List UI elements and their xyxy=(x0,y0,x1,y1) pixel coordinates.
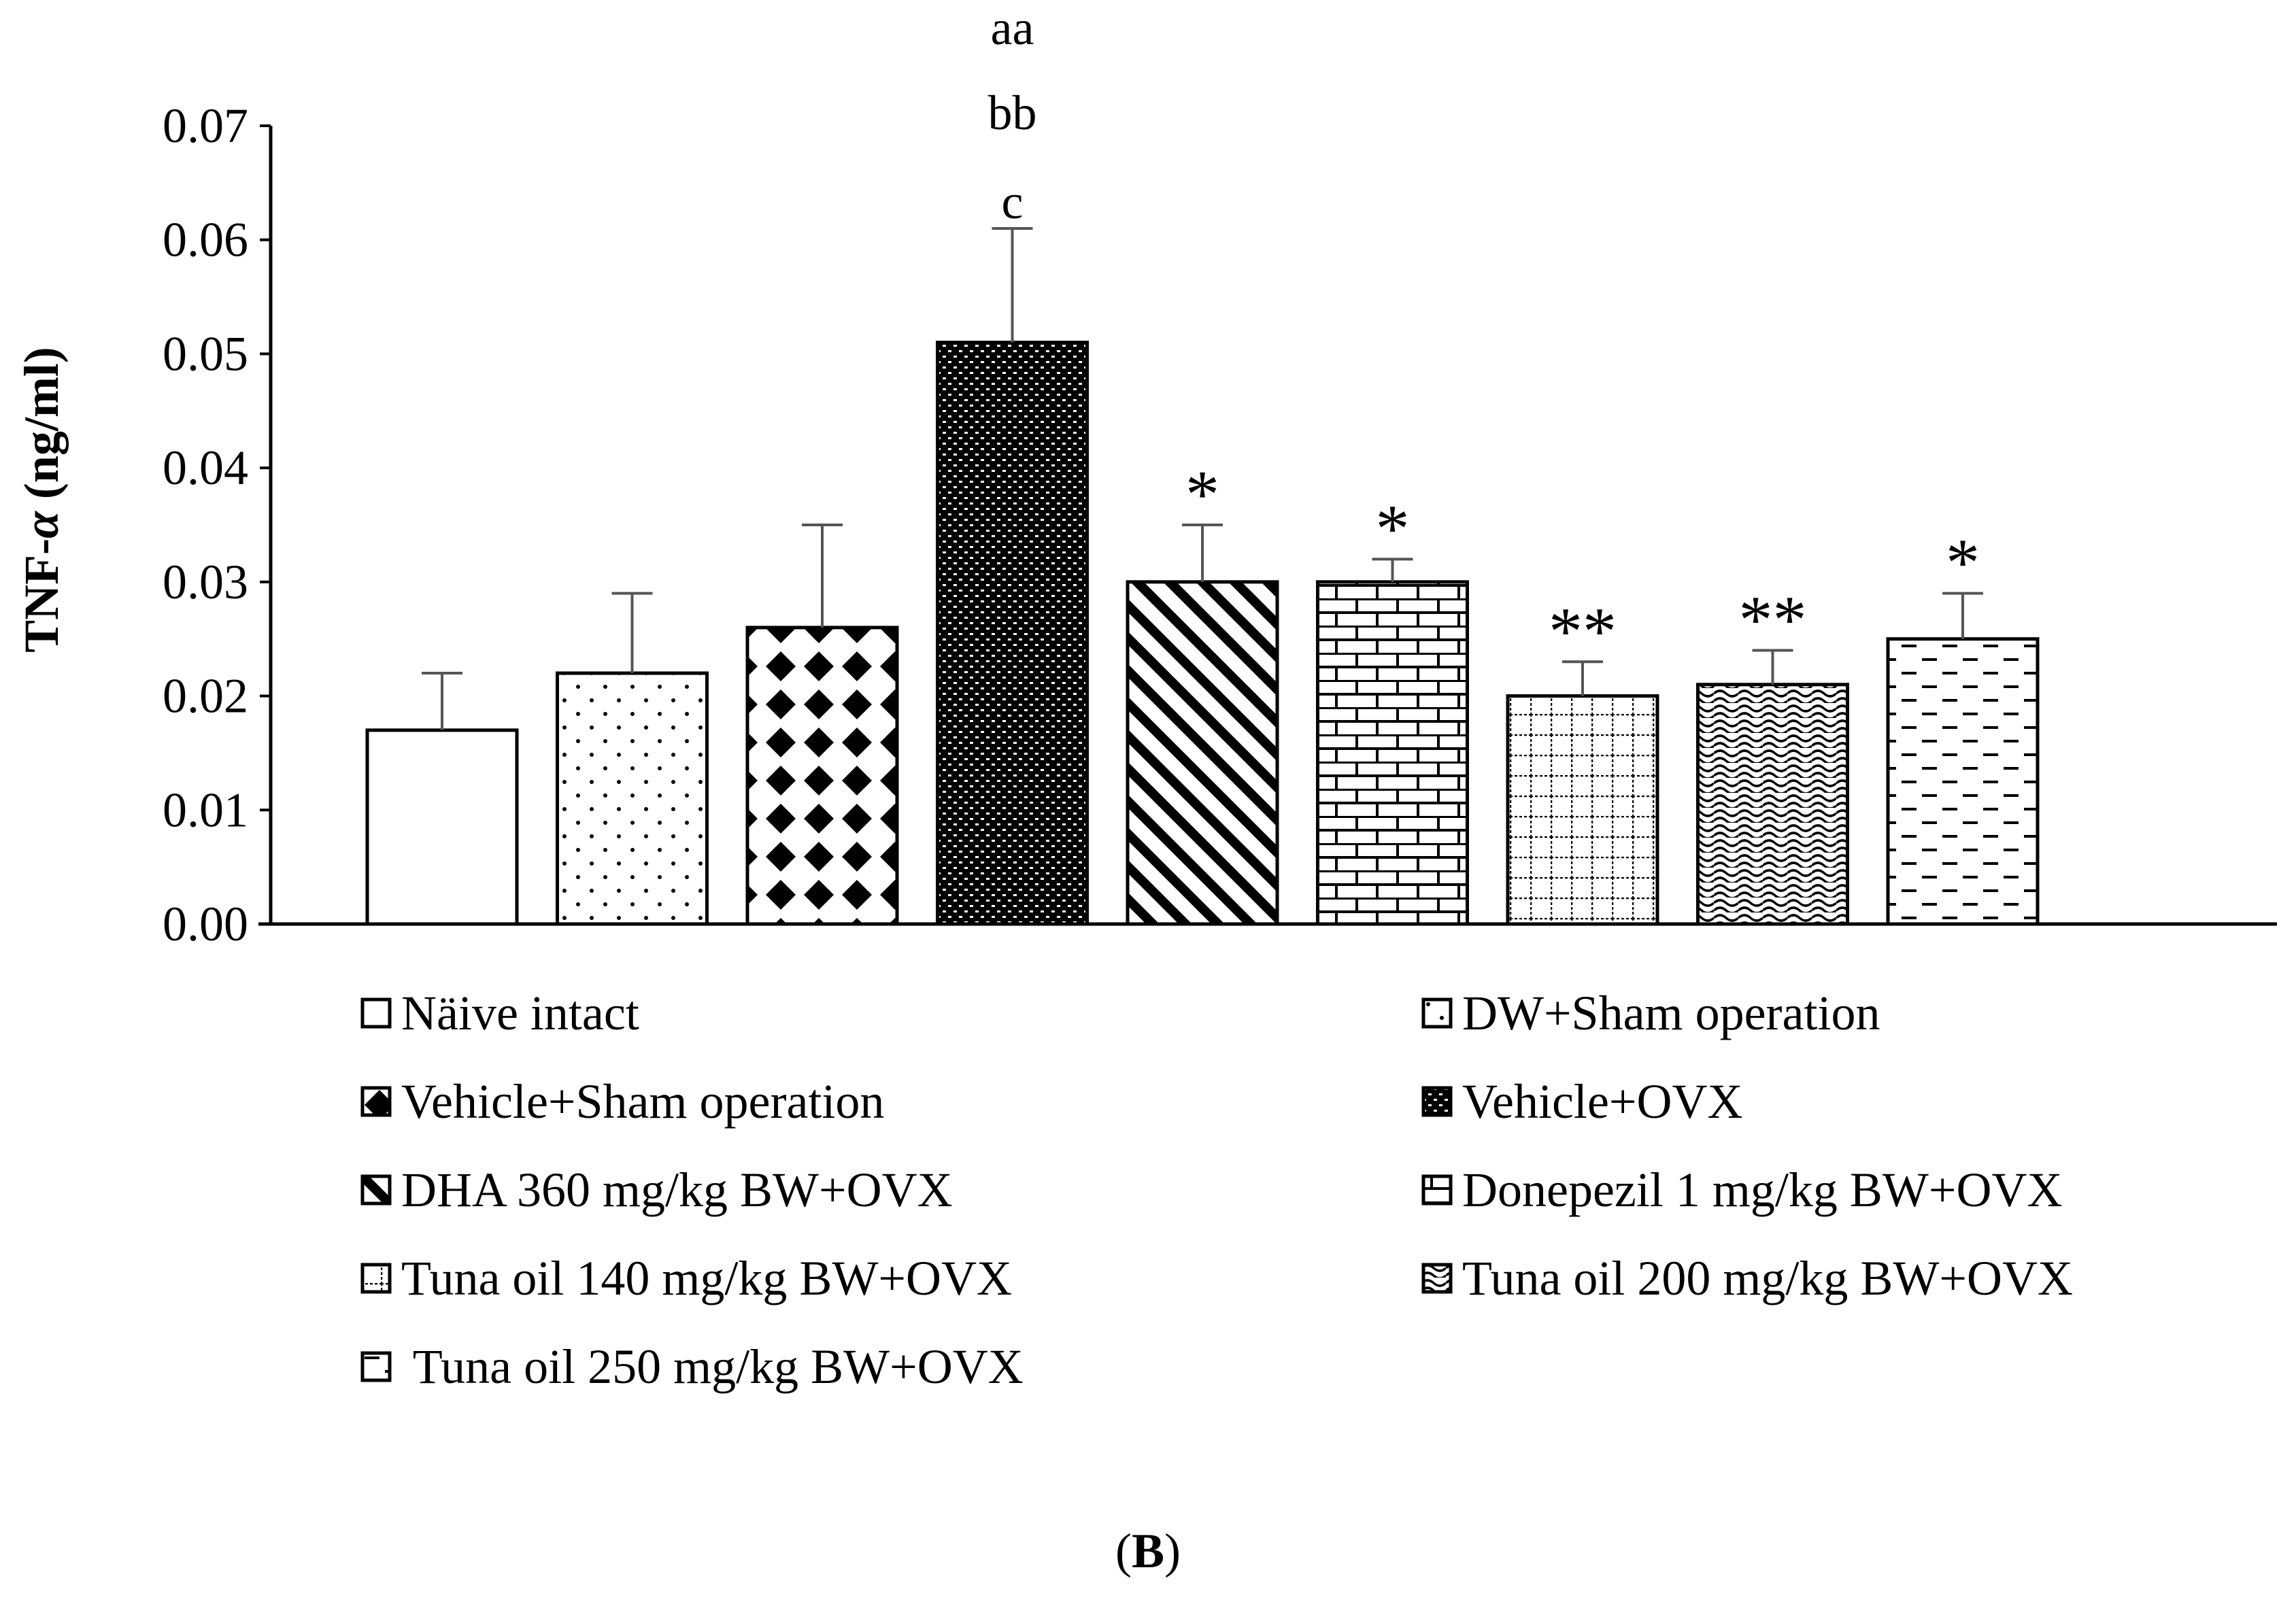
top-annotation: bb xyxy=(988,86,1037,140)
legend-item: Tuna oil 250 mg/kg BW+OVX xyxy=(360,1336,1024,1397)
bar xyxy=(1506,694,1659,926)
legend-swatch xyxy=(1421,1086,1453,1117)
bar-annotation: c xyxy=(1002,175,1024,229)
legend-item: Tuna oil 140 mg/kg BW+OVX xyxy=(360,1248,1012,1309)
y-tick-label: 0.00 xyxy=(163,897,248,951)
legend-item: DHA 360 mg/kg BW+OVX xyxy=(360,1159,953,1220)
bar xyxy=(1126,580,1279,926)
y-tick-label: 0.07 xyxy=(163,99,248,153)
y-tick-label: 0.04 xyxy=(163,441,248,495)
y-tick-label: 0.01 xyxy=(163,783,248,837)
bar-annotation: ** xyxy=(1549,593,1617,668)
legend-label: Näive intact xyxy=(401,985,639,1040)
bar xyxy=(1696,683,1849,926)
legend: Näive intact DW+Sham operation Vehicle+Sha… xyxy=(360,983,2265,1424)
legend-item: Tuna oil 200 mg/kg BW+OVX xyxy=(1421,1248,2073,1309)
y-axis-ticks: 0.00 0.01 0.02 0.03 0.04 0.05 0.06 0.07 xyxy=(163,99,271,951)
bar xyxy=(556,671,709,926)
y-tick-label: 0.05 xyxy=(163,326,248,381)
bar-annotation: * xyxy=(1376,490,1410,566)
legend-label: Tuna oil 140 mg/kg BW+OVX xyxy=(401,1250,1012,1305)
legend-item: Näive intact xyxy=(360,983,639,1044)
legend-swatch xyxy=(360,1351,392,1382)
bar-annotation: ** xyxy=(1739,581,1807,657)
legend-label: Donepezil 1 mg/kg BW+OVX xyxy=(1462,1162,2063,1217)
panel-label-letter: B xyxy=(1131,1524,1165,1578)
bar xyxy=(365,728,519,926)
legend-swatch xyxy=(360,1086,392,1117)
bar xyxy=(745,626,899,926)
legend-swatch xyxy=(1421,1263,1453,1294)
y-axis-label-unit: (ng/ml) xyxy=(14,347,69,511)
legend-label: Vehicle+OVX xyxy=(1462,1074,1743,1129)
legend-label: Tuna oil 250 mg/kg BW+OVX xyxy=(401,1339,1024,1394)
top-annotation: aa xyxy=(991,1,1034,55)
y-tick-label: 0.06 xyxy=(163,213,248,267)
bar-annotation: * xyxy=(1946,525,1980,600)
y-axis-label-greek: α xyxy=(14,511,69,539)
legend-swatch xyxy=(360,1174,392,1206)
legend-label: Vehicle+Sham operation xyxy=(401,1074,885,1129)
bar xyxy=(1886,637,2040,926)
legend-item: Vehicle+Sham operation xyxy=(360,1071,884,1132)
y-axis-label-main: TNF- xyxy=(14,539,69,653)
legend-swatch xyxy=(1421,1174,1453,1206)
legend-item: DW+Sham operation xyxy=(1421,983,1880,1044)
error-bars xyxy=(422,226,1983,730)
panel-label: (B) xyxy=(1115,1524,1181,1578)
legend-swatch xyxy=(360,1263,392,1294)
legend-label: DW+Sham operation xyxy=(1462,985,1880,1040)
y-tick-label: 0.02 xyxy=(163,669,248,723)
legend-item: Donepezil 1 mg/kg BW+OVX xyxy=(1421,1159,2062,1220)
legend-label: DHA 360 mg/kg BW+OVX xyxy=(401,1162,953,1217)
bars xyxy=(365,341,2040,926)
legend-item: Vehicle+OVX xyxy=(1421,1071,1743,1132)
legend-swatch xyxy=(1421,997,1453,1029)
bar xyxy=(936,341,1089,926)
y-tick-label: 0.03 xyxy=(163,555,248,609)
bar xyxy=(1316,580,1469,926)
legend-swatch xyxy=(360,997,392,1029)
bar-annotation: * xyxy=(1185,456,1219,532)
legend-label: Tuna oil 200 mg/kg BW+OVX xyxy=(1462,1250,2073,1305)
y-axis-label: TNF-α (ng/ml) xyxy=(14,347,69,653)
